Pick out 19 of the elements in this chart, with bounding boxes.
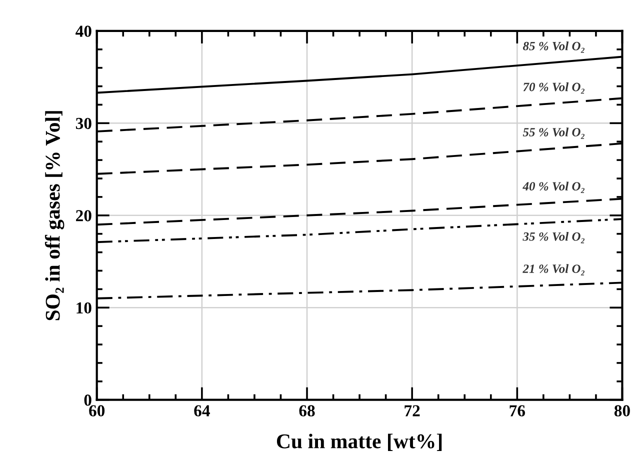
series-label: 35 % Vol O₂ bbox=[522, 232, 584, 244]
x-tick-label: 76 bbox=[510, 405, 526, 416]
x-tick-label: 64 bbox=[194, 405, 210, 416]
x-axis-title: Cu in matte [wt%] bbox=[276, 434, 442, 451]
y-tick-label: 10 bbox=[76, 302, 92, 314]
x-tick-label: 68 bbox=[299, 405, 315, 416]
series-label: 70 % Vol O₂ bbox=[523, 82, 584, 94]
x-tick-label: 72 bbox=[404, 405, 420, 416]
x-tick-label: 60 bbox=[89, 405, 105, 416]
y-tick-label: 20 bbox=[76, 210, 92, 222]
series-label: 21 % Vol O₂ bbox=[522, 264, 584, 276]
y-tick-label: 40 bbox=[76, 26, 92, 37]
y-tick-label: 0 bbox=[84, 394, 92, 406]
legend-label: 85 % Vol O₂ bbox=[522, 42, 584, 53]
y-tick-label: 30 bbox=[76, 118, 92, 130]
x-tick-label: 80 bbox=[614, 405, 630, 416]
series-label: 40 % Vol O₂ bbox=[522, 182, 584, 193]
series-label: 55 % Vol O₂ bbox=[522, 128, 584, 139]
y-axis-title: SO₂ in off gases [% Vol] bbox=[44, 111, 64, 320]
